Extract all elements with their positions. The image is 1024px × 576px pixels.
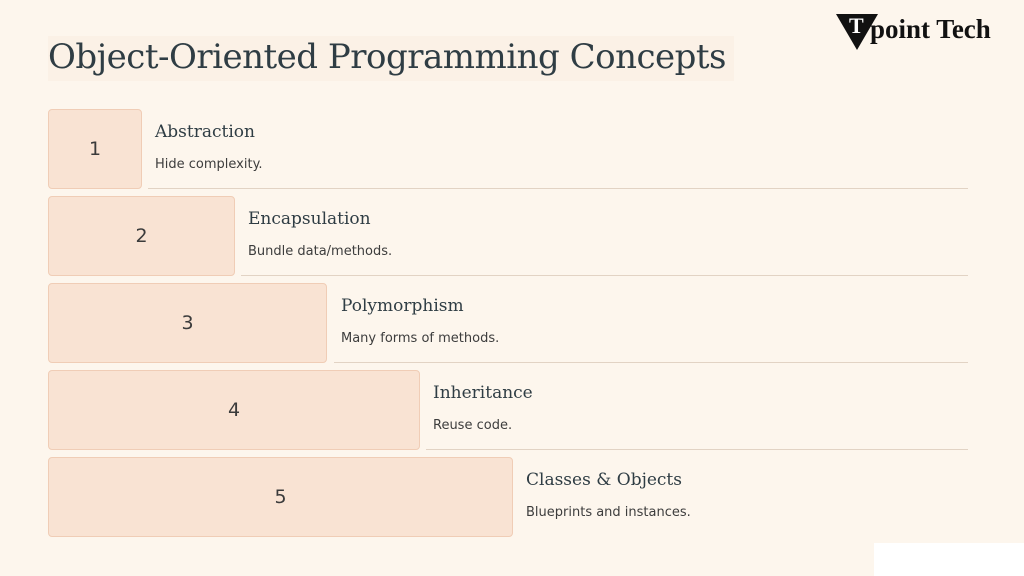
step-content: Inheritance Reuse code. bbox=[426, 370, 968, 450]
step-heading: Polymorphism bbox=[341, 296, 464, 316]
step-1: 1 Abstraction Hide complexity. bbox=[48, 109, 968, 189]
step-number: 2 bbox=[135, 225, 148, 247]
slide-title: Object-Oriented Programming Concepts bbox=[48, 36, 735, 82]
step-5: 5 Classes & Objects Blueprints and insta… bbox=[48, 457, 968, 537]
step-description: Many forms of methods. bbox=[341, 331, 500, 346]
step-number: 3 bbox=[181, 312, 194, 334]
step-number-box: 4 bbox=[48, 370, 420, 450]
step-description: Reuse code. bbox=[433, 418, 513, 433]
step-number: 4 bbox=[227, 399, 241, 421]
logo-triangle-icon bbox=[836, 14, 878, 50]
step-content: Abstraction Hide complexity. bbox=[148, 109, 968, 189]
logo-mark-letter: T bbox=[849, 13, 864, 38]
corner-blank-area bbox=[874, 543, 1024, 576]
step-heading: Classes & Objects bbox=[526, 470, 682, 490]
step-2: 2 Encapsulation Bundle data/methods. bbox=[48, 196, 968, 276]
step-divider bbox=[241, 275, 968, 276]
step-content: Classes & Objects Blueprints and instanc… bbox=[519, 457, 968, 537]
step-description: Blueprints and instances. bbox=[526, 505, 691, 520]
step-number-box: 3 bbox=[48, 283, 327, 363]
logo-text: point Tech bbox=[870, 14, 991, 44]
step-divider bbox=[426, 449, 968, 450]
step-4: 4 Inheritance Reuse code. bbox=[48, 370, 968, 450]
step-number: 5 bbox=[274, 486, 287, 508]
step-3: 3 Polymorphism Many forms of methods. bbox=[48, 283, 968, 363]
step-content: Encapsulation Bundle data/methods. bbox=[241, 196, 968, 276]
step-heading: Abstraction bbox=[155, 122, 255, 142]
step-number-box: 5 bbox=[48, 457, 513, 537]
step-content: Polymorphism Many forms of methods. bbox=[334, 283, 968, 363]
step-description: Bundle data/methods. bbox=[248, 244, 393, 259]
step-heading: Encapsulation bbox=[248, 209, 371, 229]
brand-logo: T point Tech bbox=[836, 12, 1012, 52]
step-divider bbox=[148, 188, 968, 189]
step-description: Hide complexity. bbox=[155, 157, 263, 172]
step-heading: Inheritance bbox=[433, 383, 533, 403]
step-divider bbox=[334, 362, 968, 363]
step-number: 1 bbox=[88, 138, 102, 160]
step-number-box: 1 bbox=[48, 109, 142, 189]
step-number-box: 2 bbox=[48, 196, 235, 276]
